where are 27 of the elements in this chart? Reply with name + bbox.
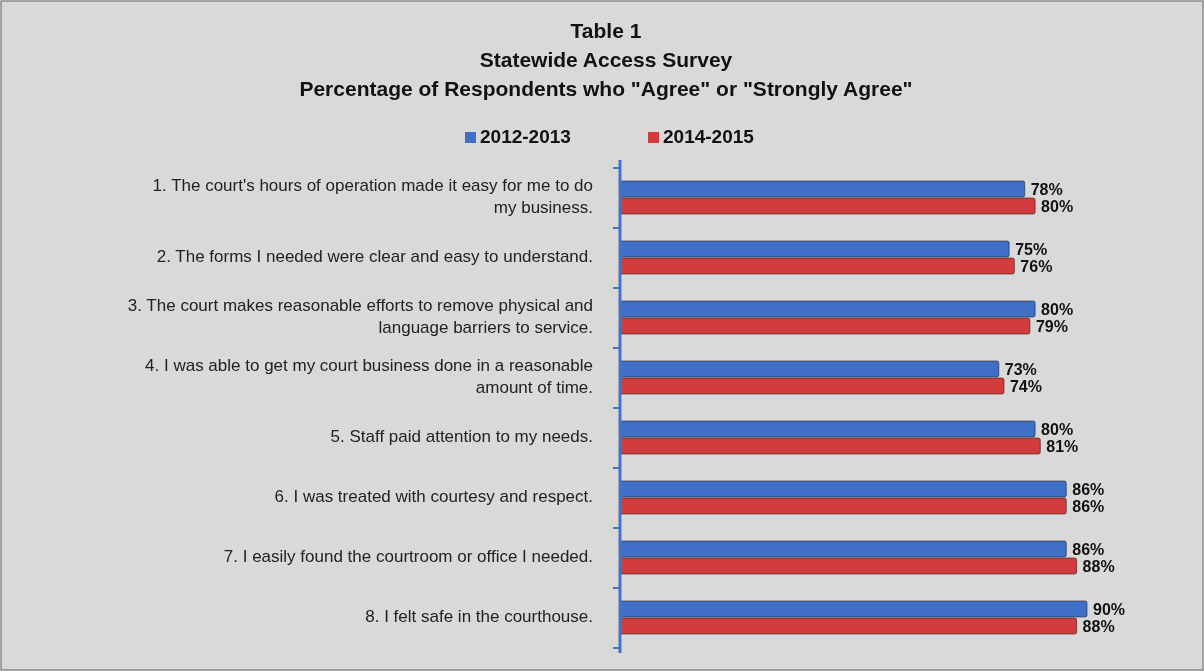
chart-title: Table 1 Statewide Access Survey Percentage of Respondents who "Agree" or "Strongly Agree" [299,19,913,100]
y-tick-label: 6. I was treated with courtesy and respect. [274,487,593,507]
legend-label: 2012-2013 [480,126,571,148]
y-tick-label: 7. I easily found the courtroom or office I needed. [223,547,593,567]
data-label: 74% [1009,377,1043,395]
data-label: 86% [1072,480,1105,498]
data-label: 75% [1015,240,1048,258]
y-tick-label: 3. The court makes reasonable efforts to remove physical and language barriers to service. [127,296,593,338]
data-label: 86% [1072,540,1105,558]
y-tick-label: 1. The court's hours of operation made it easy for me to do my business. [152,176,593,218]
data-label: 78% [1030,180,1063,198]
data-label: 80% [1041,300,1074,318]
data-label: 88% [1082,617,1115,635]
data-label: 73% [1004,360,1037,378]
data-label: 90% [1093,600,1126,618]
y-tick-label: 5. Staff paid attention to my needs. [330,427,593,447]
y-tick-label: 2. The forms I needed were clear and easy to understand. [156,247,593,267]
y-tick-label: 8. I felt safe in the courthouse. [365,607,593,627]
data-label: 80% [1041,197,1074,215]
data-label: 76% [1020,257,1053,275]
data-label: 80% [1041,420,1074,438]
data-label: 81% [1046,437,1079,455]
data-label: 88% [1082,557,1115,575]
y-tick-label: 4. I was able to get my court business done in a reasonable amount of time. [145,356,593,398]
data-label: 79% [1035,317,1068,335]
legend-label: 2014-2015 [663,126,755,148]
data-label: 86% [1072,497,1105,515]
